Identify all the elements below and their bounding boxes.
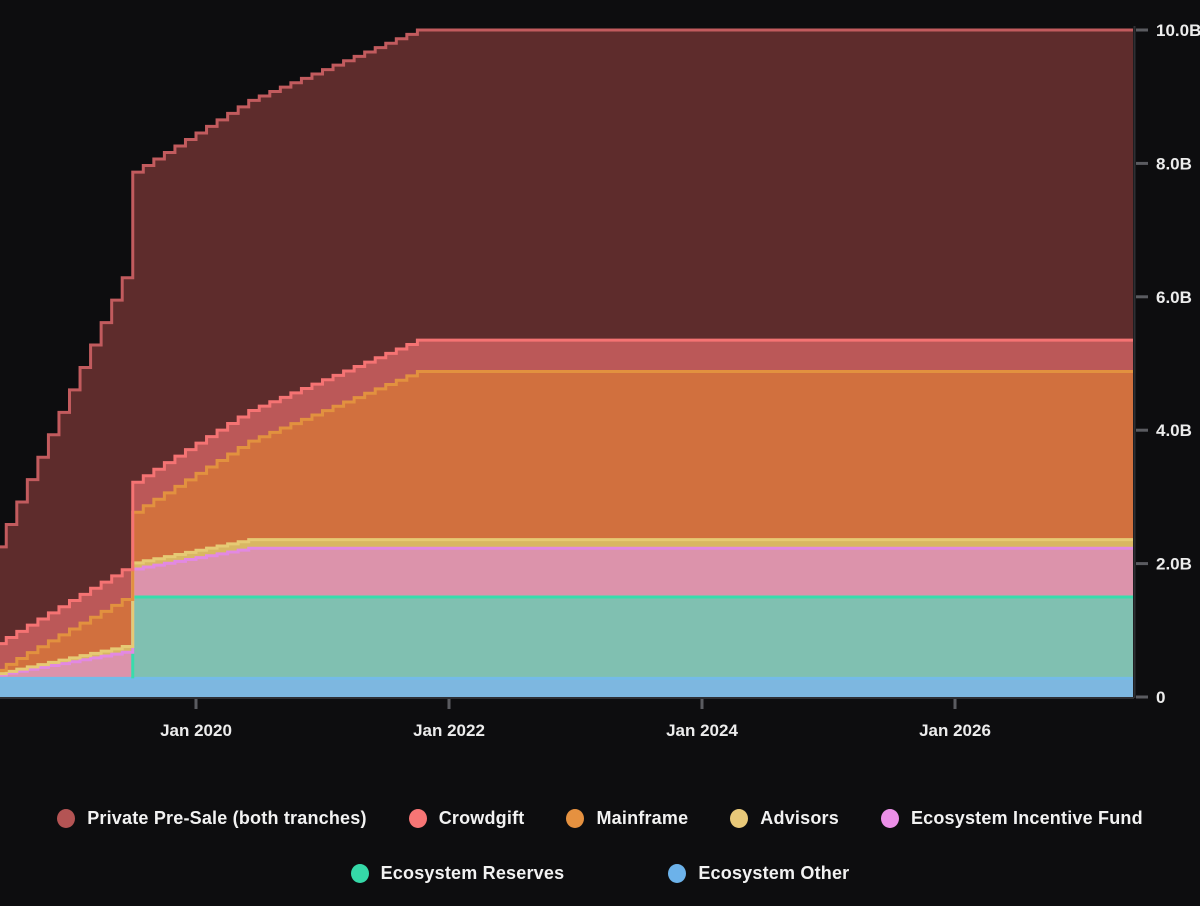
legend-item-crowdgift[interactable]: Crowdgift — [408, 808, 525, 829]
line-private — [0, 28, 1133, 549]
advisors-dot-icon — [730, 809, 749, 828]
area-other — [0, 678, 1133, 697]
line-incentive — [0, 546, 1133, 677]
y-axis-label: 8.0B — [1156, 154, 1192, 173]
area-incentive — [0, 548, 1133, 679]
vesting-chart: 0 2.0B 4.0B 6.0B 8.0B 10.0B Jan 2020 Jan 2022 Ja… — [0, 21, 1200, 740]
legend-item-ecosystem-reserves[interactable]: Ecosystem Reserves — [350, 863, 565, 884]
area-crowdgift — [0, 340, 1133, 671]
legend-item-private-pre-sale[interactable]: Private Pre-Sale (both tranches) — [57, 808, 367, 829]
legend-row-1: Private Pre-Sale (both tranches) Crowdgi… — [57, 808, 1143, 829]
area-reserves — [0, 596, 1133, 679]
x-axis-label: Jan 2026 — [919, 721, 991, 740]
legend-label: Private Pre-Sale (both tranches) — [87, 808, 367, 828]
private-pre-sale-dot-icon — [57, 809, 76, 828]
legend-item-ecosystem-incentive-fund[interactable]: Ecosystem Incentive Fund — [880, 808, 1143, 829]
stacked-area-plot: 0 2.0B 4.0B 6.0B 8.0B 10.0B Jan 2020 Jan 2022 Ja… — [0, 21, 1200, 740]
legend-item-advisors[interactable]: Advisors — [730, 808, 839, 829]
line-advisors — [0, 538, 1133, 676]
x-axis-label: Jan 2024 — [666, 721, 738, 740]
legend-label: Ecosystem Incentive Fund — [910, 808, 1143, 828]
ecosystem-reserves-dot-icon — [350, 864, 369, 883]
legend-item-ecosystem-other[interactable]: Ecosystem Other — [668, 863, 849, 884]
legend-label: Ecosystem Reserves — [380, 863, 565, 883]
legend-row-2: Ecosystem Reserves Ecosystem Other — [350, 863, 850, 884]
x-axis-label: Jan 2022 — [413, 721, 485, 740]
area-mainframe — [0, 371, 1133, 674]
x-axis-label: Jan 2020 — [160, 721, 232, 740]
line-mainframe — [0, 370, 1133, 672]
legend-label: Ecosystem Other — [698, 863, 850, 883]
y-axis-label: 6.0B — [1156, 288, 1192, 307]
legend-label: Mainframe — [596, 808, 689, 828]
legend-item-mainframe[interactable]: Mainframe — [566, 808, 688, 829]
chart-legend: Private Pre-Sale (both tranches) Crowdgi… — [0, 760, 1200, 884]
y-axis-label: 0 — [1156, 688, 1165, 707]
y-axis-label: 2.0B — [1156, 555, 1192, 574]
y-axis-label: 10.0B — [1156, 21, 1200, 40]
line-crowdgift — [0, 338, 1133, 646]
y-axis-label: 4.0B — [1156, 421, 1192, 440]
legend-label: Advisors — [760, 808, 839, 828]
mainframe-dot-icon — [566, 809, 585, 828]
ecosystem-incentive-fund-dot-icon — [880, 809, 899, 828]
line-reserves — [131, 595, 1133, 679]
area-private — [0, 30, 1133, 644]
ecosystem-other-dot-icon — [668, 864, 687, 883]
legend-label: Crowdgift — [438, 808, 525, 828]
crowdgift-dot-icon — [408, 809, 427, 828]
